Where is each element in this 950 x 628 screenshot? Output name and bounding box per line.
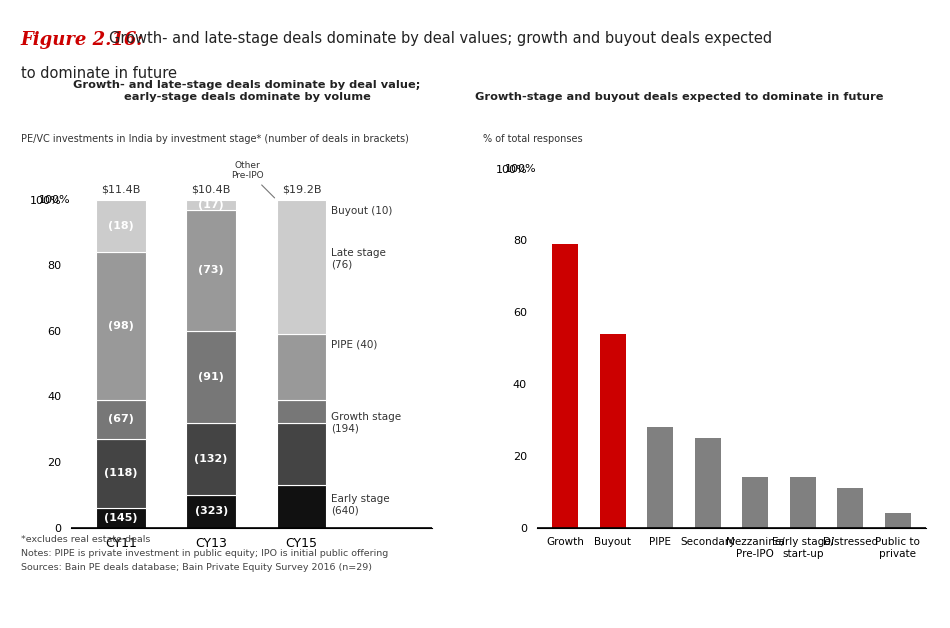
- Text: % of total responses: % of total responses: [483, 134, 582, 144]
- Text: (91): (91): [199, 372, 224, 382]
- Text: Growth-stage and buyout deals expected to dominate in future: Growth-stage and buyout deals expected t…: [475, 92, 884, 102]
- Bar: [647, 427, 674, 528]
- Text: 100%: 100%: [39, 195, 70, 205]
- Bar: [96, 439, 145, 508]
- Text: Figure 2.16:: Figure 2.16:: [21, 31, 143, 50]
- Text: *excludes real estate deals: *excludes real estate deals: [21, 535, 150, 544]
- Text: (132): (132): [195, 453, 228, 463]
- Text: $10.4B: $10.4B: [192, 185, 231, 195]
- Bar: [186, 423, 236, 495]
- Bar: [186, 200, 236, 210]
- Bar: [186, 210, 236, 331]
- Text: Late stage
(76): Late stage (76): [331, 248, 386, 269]
- Text: Notes: PIPE is private investment in public equity; IPO is initial public offeri: Notes: PIPE is private investment in pub…: [21, 549, 389, 558]
- Text: to dominate in future: to dominate in future: [21, 66, 177, 81]
- Bar: [96, 200, 145, 252]
- Text: $11.4B: $11.4B: [102, 185, 141, 195]
- Text: Sources: Bain PE deals database; Bain Private Equity Survey 2016 (n=29): Sources: Bain PE deals database; Bain Pr…: [21, 563, 371, 571]
- Bar: [276, 400, 326, 423]
- Bar: [96, 400, 145, 439]
- Bar: [276, 485, 326, 528]
- Text: (67): (67): [108, 414, 134, 425]
- Bar: [694, 438, 721, 528]
- Text: Early stage
(640): Early stage (640): [331, 494, 389, 516]
- Bar: [742, 477, 769, 528]
- Text: 100%: 100%: [504, 164, 536, 174]
- Text: Other
Pre-IPO: Other Pre-IPO: [231, 161, 275, 198]
- Text: $19.2B: $19.2B: [281, 185, 321, 195]
- Text: PE deals by stage: PE deals by stage: [186, 114, 310, 127]
- Text: (118): (118): [104, 468, 138, 479]
- Bar: [276, 200, 326, 334]
- Bar: [599, 333, 626, 528]
- Text: Growth- and late-stage deals dominate by deal values; growth and buyout deals ex: Growth- and late-stage deals dominate by…: [109, 31, 772, 46]
- Bar: [186, 331, 236, 423]
- Text: PIPE (40): PIPE (40): [331, 339, 377, 349]
- Text: Growth stage
(194): Growth stage (194): [331, 412, 401, 433]
- Bar: [96, 252, 145, 400]
- Bar: [837, 488, 864, 528]
- Text: (323): (323): [195, 506, 228, 516]
- Text: Growth- and late-stage deals dominate by deal value;
early-stage deals dominate : Growth- and late-stage deals dominate by…: [73, 80, 421, 102]
- Text: What type of deals do you think will account for
80% or more of your investments: What type of deals do you think will acc…: [514, 103, 902, 131]
- Bar: [276, 334, 326, 400]
- Bar: [186, 495, 236, 528]
- Bar: [276, 423, 326, 485]
- Text: PE/VC investments in India by investment stage* (number of deals in brackets): PE/VC investments in India by investment…: [21, 134, 408, 144]
- Bar: [96, 508, 145, 528]
- Bar: [884, 513, 911, 528]
- Text: Buyout (10): Buyout (10): [331, 207, 392, 216]
- Text: (73): (73): [199, 265, 224, 275]
- Bar: [552, 244, 579, 528]
- Text: (17): (17): [199, 200, 224, 210]
- Bar: [789, 477, 816, 528]
- Text: (145): (145): [104, 512, 138, 522]
- Text: (98): (98): [108, 321, 134, 331]
- Text: (18): (18): [108, 221, 134, 231]
